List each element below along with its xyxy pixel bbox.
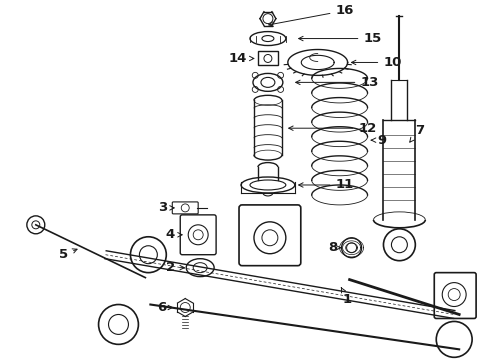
Text: 10: 10 [351, 56, 401, 69]
Text: 12: 12 [288, 122, 376, 135]
Text: 5: 5 [59, 248, 77, 261]
Text: 6: 6 [156, 301, 172, 314]
Text: 7: 7 [409, 124, 423, 142]
Text: 15: 15 [298, 32, 381, 45]
Text: 2: 2 [165, 261, 184, 274]
Text: 1: 1 [341, 288, 351, 306]
Bar [258, 51, 277, 66]
Text: 13: 13 [295, 76, 378, 89]
Text: 16: 16 [268, 4, 353, 26]
Text: 8: 8 [327, 241, 340, 254]
Text: 4: 4 [165, 228, 182, 241]
Text: 14: 14 [228, 52, 253, 65]
Text: 3: 3 [157, 201, 174, 215]
Text: 9: 9 [370, 134, 385, 147]
Text: 11: 11 [298, 179, 353, 192]
